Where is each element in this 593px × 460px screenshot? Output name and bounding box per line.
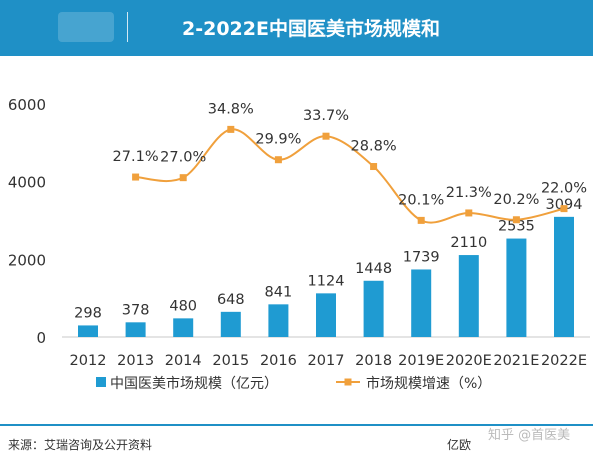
bar-data-label: 1448 bbox=[355, 261, 392, 277]
x-tick-label: 2020E bbox=[446, 353, 492, 369]
line-series bbox=[132, 125, 568, 224]
bar bbox=[78, 325, 98, 337]
legend-marker-line bbox=[344, 378, 352, 386]
legend: 中国医美市场规模（亿元） 市场规模增速（%） bbox=[96, 375, 491, 392]
line-labels: 27.1% 27.0% 34.8%29.9%33.7%28.8% 20.1% 21.3%… bbox=[113, 101, 587, 208]
x-tick-label: 2019E bbox=[398, 353, 444, 369]
line-marker bbox=[322, 132, 330, 140]
bar bbox=[363, 280, 384, 337]
bar-data-label: 3094 bbox=[546, 197, 583, 213]
growth-line bbox=[135, 128, 565, 224]
y-tick-label: 0 bbox=[36, 329, 46, 347]
x-tick-label: 2017 bbox=[308, 353, 345, 369]
bar-data-label: 841 bbox=[265, 284, 293, 300]
line-marker bbox=[179, 174, 187, 182]
bar bbox=[458, 255, 479, 337]
line-marker bbox=[274, 156, 282, 164]
bar-data-label: 1124 bbox=[308, 273, 345, 289]
banner-divider bbox=[127, 12, 128, 42]
line-data-label: 27.1% bbox=[113, 149, 159, 165]
x-tick-label: 2015 bbox=[212, 353, 249, 369]
line-data-label: 27.0% bbox=[160, 150, 206, 166]
y-axis: 0 2000 4000 6000 bbox=[8, 96, 46, 347]
bar bbox=[268, 304, 289, 337]
bar-data-label: 480 bbox=[169, 298, 197, 314]
x-tick-label: 2021E bbox=[493, 353, 539, 369]
bar bbox=[506, 238, 527, 337]
bar bbox=[554, 216, 574, 337]
watermark: 知乎 @首医美 bbox=[488, 428, 571, 443]
bar bbox=[316, 293, 336, 337]
brand-logo bbox=[58, 12, 114, 42]
x-tick-label: 2013 bbox=[117, 353, 154, 369]
line-data-label: 33.7% bbox=[303, 108, 349, 124]
publisher-note: 亿欧 bbox=[447, 438, 472, 452]
bar-data-label: 648 bbox=[217, 292, 245, 308]
line-data-label: 28.8% bbox=[351, 139, 397, 155]
bar bbox=[411, 269, 432, 337]
line-marker bbox=[132, 173, 140, 181]
line-marker bbox=[465, 209, 473, 217]
line-marker bbox=[370, 163, 378, 171]
bar bbox=[125, 322, 146, 337]
y-tick-label: 2000 bbox=[8, 251, 46, 269]
bar-labels: 298 378 480 648 841 1124 1448 1739 2110 2535 3094 bbox=[74, 197, 582, 322]
line-data-label: 21.3% bbox=[446, 185, 492, 201]
line-data-label: 22.0% bbox=[541, 181, 587, 197]
bar-data-label: 298 bbox=[74, 305, 102, 321]
bar bbox=[173, 318, 194, 337]
bar-series bbox=[78, 216, 574, 337]
y-tick-label: 6000 bbox=[8, 96, 46, 114]
legend-label-bar: 中国医美市场规模（亿元） bbox=[110, 375, 278, 392]
x-tick-label: 2022E bbox=[541, 353, 587, 369]
line-data-label: 20.2% bbox=[493, 192, 539, 208]
legend-swatch-bar bbox=[96, 377, 106, 387]
x-tick-label: 2016 bbox=[260, 353, 297, 369]
bar-data-label: 1739 bbox=[403, 249, 440, 265]
x-axis: 2012 2013 2014 2015 2016 2017 2018 2019E 2020E 20… bbox=[62, 336, 590, 369]
line-data-label: 20.1% bbox=[398, 192, 444, 208]
bar-data-label: 2535 bbox=[498, 219, 535, 235]
source-note: 来源：艾瑞咨询及公开资料 bbox=[8, 438, 153, 452]
x-tick-label: 2014 bbox=[165, 353, 202, 369]
line-marker bbox=[512, 216, 520, 224]
line-data-label: 29.9% bbox=[255, 132, 301, 148]
x-tick-label: 2018 bbox=[355, 353, 392, 369]
chart-title: 2-2022E中国医美市场规模和 bbox=[182, 18, 440, 40]
line-marker bbox=[417, 216, 425, 224]
y-tick-label: 4000 bbox=[8, 174, 46, 192]
line-data-label: 34.8% bbox=[208, 101, 254, 117]
line-marker bbox=[227, 125, 235, 133]
line-marker bbox=[560, 205, 568, 213]
legend-label-line: 市场规模增速（%） bbox=[366, 375, 491, 392]
bar-data-label: 378 bbox=[122, 302, 150, 318]
bar bbox=[220, 311, 241, 337]
footer-divider bbox=[0, 424, 593, 426]
title-banner: 2-2022E中国医美市场规模和 bbox=[0, 0, 593, 56]
x-tick-label: 2012 bbox=[70, 353, 107, 369]
chart: 0 2000 4000 6000 2012 2013 2014 2015 2016 2017 20… bbox=[8, 96, 590, 392]
bar-data-label: 2110 bbox=[450, 235, 487, 251]
